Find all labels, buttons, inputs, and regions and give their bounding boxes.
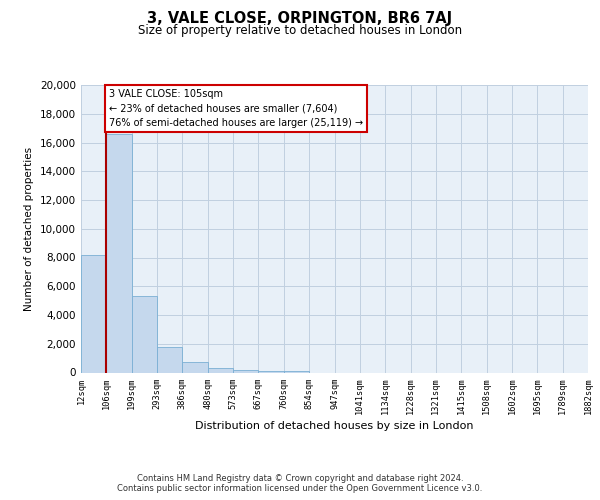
Bar — [182, 362, 208, 372]
Bar — [208, 368, 233, 372]
Text: 3 VALE CLOSE: 105sqm
← 23% of detached houses are smaller (7,604)
76% of semi-de: 3 VALE CLOSE: 105sqm ← 23% of detached h… — [109, 90, 363, 128]
Bar — [106, 134, 132, 372]
Text: Size of property relative to detached houses in London: Size of property relative to detached ho… — [138, 24, 462, 37]
Text: 3, VALE CLOSE, ORPINGTON, BR6 7AJ: 3, VALE CLOSE, ORPINGTON, BR6 7AJ — [148, 11, 452, 26]
Text: Contains HM Land Registry data © Crown copyright and database right 2024.: Contains HM Land Registry data © Crown c… — [137, 474, 463, 483]
Bar — [259, 370, 284, 372]
Bar — [284, 371, 309, 372]
Bar — [132, 296, 157, 372]
Bar — [81, 254, 106, 372]
X-axis label: Distribution of detached houses by size in London: Distribution of detached houses by size … — [195, 421, 474, 431]
Bar — [157, 346, 182, 372]
Text: Contains public sector information licensed under the Open Government Licence v3: Contains public sector information licen… — [118, 484, 482, 493]
Bar — [233, 370, 259, 372]
Y-axis label: Number of detached properties: Number of detached properties — [25, 146, 34, 311]
